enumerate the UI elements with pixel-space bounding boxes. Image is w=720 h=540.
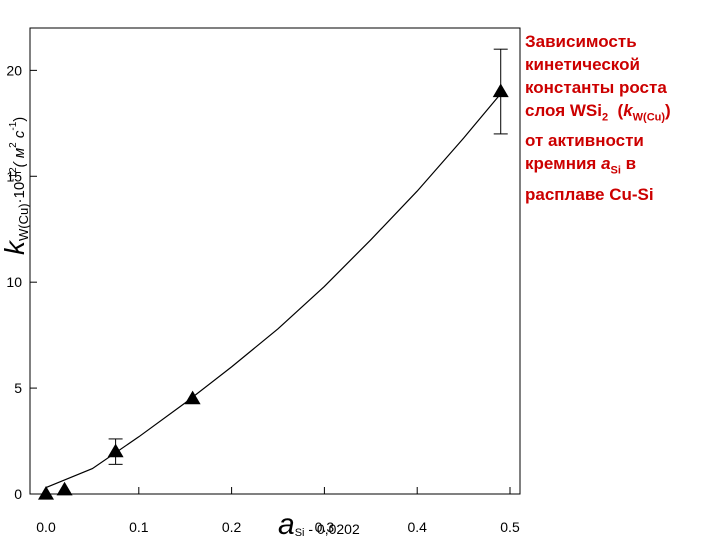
- y-label-units-tail-sup: -1: [8, 121, 19, 130]
- x-label-rest: - 0,0202: [304, 521, 359, 537]
- y-label-main: k: [0, 239, 30, 255]
- y-label-sup: -12: [8, 167, 19, 182]
- x-tick-label: 0.4: [407, 519, 427, 535]
- error-bars: [108, 48, 508, 465]
- y-label-close: ): [11, 117, 28, 122]
- x-tick-label: 0.3: [315, 519, 335, 535]
- y-label-units-tail: с: [11, 130, 28, 142]
- y-tick-label: 10: [6, 274, 22, 290]
- caption-l6-a: a: [601, 154, 611, 174]
- caption-line-3: константы роста: [525, 78, 667, 97]
- caption-l6-post: в: [620, 154, 637, 174]
- caption-line-5: от активности: [525, 131, 644, 151]
- data-point: [492, 83, 509, 98]
- fit-curve: [45, 93, 502, 489]
- y-tick-label: 0: [14, 486, 22, 502]
- caption-line-6: кремния aSi в: [525, 152, 715, 182]
- x-tick-label: 0.1: [129, 519, 149, 535]
- data-point: [107, 443, 124, 458]
- y-axis-ticks: 0 5 10 15 20: [6, 62, 37, 502]
- caption-l4-k: k: [623, 101, 633, 120]
- data-point: [38, 486, 54, 500]
- x-axis-label: aSi - 0,0202: [278, 508, 360, 540]
- y-label-units: ( м: [11, 148, 28, 167]
- plot-frame: [29, 27, 521, 495]
- caption-line-2: кинетической: [525, 55, 640, 74]
- y-label-units-sup: 2: [8, 142, 19, 148]
- caption-l4-close: ): [665, 101, 671, 120]
- y-tick-label: 20: [6, 62, 22, 78]
- caption-l4-pre: слоя WSi: [525, 101, 602, 120]
- caption-line-4: слоя WSi2 (kW(Cu)): [525, 99, 715, 129]
- data-point: [184, 390, 201, 405]
- data-points: [38, 83, 509, 500]
- caption-line-7: расплаве Cu-Si: [525, 184, 654, 204]
- y-label-rest: ·10: [11, 182, 28, 204]
- x-tick-label: 0.2: [222, 519, 242, 535]
- x-label-main: a: [278, 508, 295, 540]
- y-tick-label: 5: [14, 380, 22, 396]
- x-tick-label: 0.0: [36, 519, 56, 535]
- caption-l6-pre: кремния: [525, 154, 602, 174]
- caption-line-1: Зависимость: [525, 32, 637, 51]
- y-axis-label: kW(Cu)·10-12( м2 с-1): [0, 117, 31, 255]
- caption-l4-sub: 2: [601, 111, 609, 124]
- x-label-sub: Si: [295, 527, 305, 539]
- x-tick-label: 0.5: [500, 519, 520, 535]
- data-point: [56, 481, 73, 496]
- chart-caption: Зависимость кинетической константы роста…: [525, 30, 715, 206]
- caption-l4-ksub: W(Cu): [632, 111, 666, 124]
- y-tick-label: 15: [6, 168, 22, 184]
- y-label-sub: W(Cu): [16, 203, 31, 241]
- caption-l6-sub: Si: [610, 164, 621, 177]
- caption-l4-mid: (: [608, 101, 624, 120]
